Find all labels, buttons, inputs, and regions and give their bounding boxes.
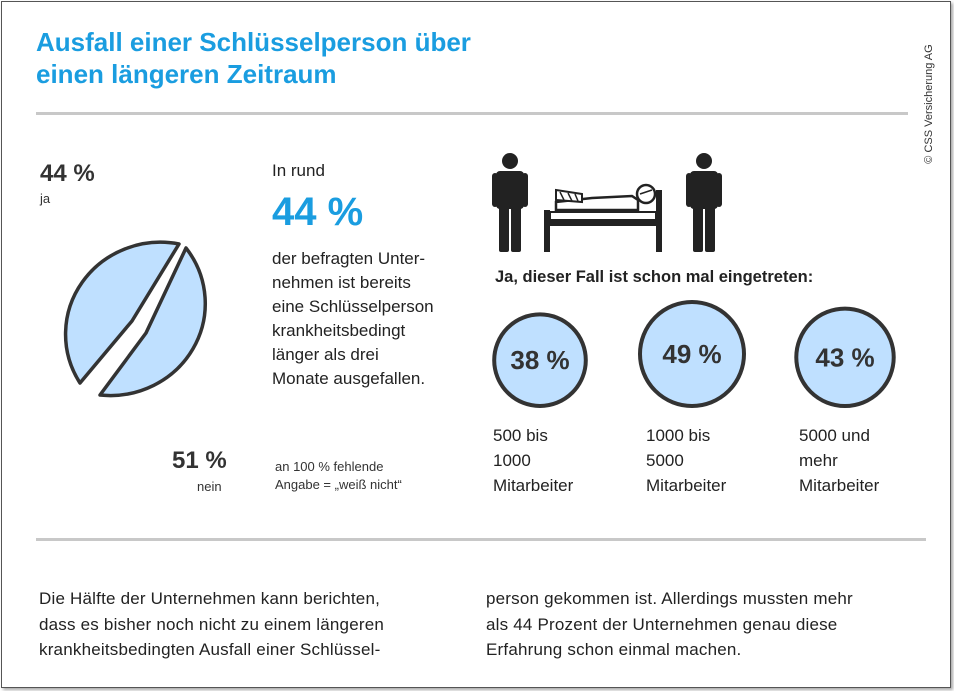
summary-line: nehmen ist bereits bbox=[272, 273, 411, 292]
value-circle bbox=[638, 300, 746, 408]
category-label-line: Mitarbeiter bbox=[646, 476, 727, 495]
value-circle-label: 38 % bbox=[510, 345, 569, 375]
category-label-line: 500 bis bbox=[493, 426, 548, 445]
category-label-line: Mitarbeiter bbox=[799, 476, 880, 495]
paragraph-line: person gekommen ist. Allerdings mussten … bbox=[486, 589, 853, 608]
value-circle-label: 49 % bbox=[662, 339, 721, 369]
copyright-text: © CSS Versicherung AG bbox=[923, 44, 935, 164]
footnote-line: an 100 % fehlende bbox=[275, 459, 384, 474]
page-title: Ausfall einer Schlüsselperson über einen… bbox=[36, 26, 556, 90]
paragraph-line: Erfahrung schon einmal machen. bbox=[486, 640, 742, 659]
summary-line: Monate ausgefallen. bbox=[272, 369, 426, 388]
paragraph-column-1: Die Hälfte der Unternehmen kann berichte… bbox=[39, 586, 459, 663]
right-heading: Ja, dieser Fall ist schon mal eingetrete… bbox=[495, 268, 814, 286]
pie-slice-nein bbox=[98, 246, 207, 398]
summary-lead: In rund bbox=[272, 161, 325, 180]
summary-line: der befragten Unter- bbox=[272, 249, 426, 268]
paragraph-column-2: person gekommen ist. Allerdings mussten … bbox=[486, 586, 916, 663]
title-line-1: Ausfall einer Schlüsselperson über bbox=[36, 27, 471, 57]
pie-no-percent: 51 % bbox=[172, 447, 227, 474]
category-label-line: 5000 und bbox=[799, 426, 870, 445]
title-line-2: einen längeren Zeitraum bbox=[36, 59, 337, 89]
summary-line: krankheitsbedingt bbox=[272, 321, 406, 340]
bottom-divider bbox=[36, 538, 926, 541]
category-label-line: 5000 bbox=[646, 451, 684, 470]
pie-slice-ja bbox=[63, 240, 181, 385]
pie-chart bbox=[63, 240, 207, 398]
summary-line: eine Schlüsselperson bbox=[272, 297, 434, 316]
summary-line: länger als drei bbox=[272, 345, 379, 364]
pie-yes-label: ja bbox=[40, 191, 51, 206]
footnote-line: Angabe = „weiß nicht“ bbox=[275, 477, 402, 492]
pie-no-label: nein bbox=[197, 479, 222, 494]
value-circle-label: 43 % bbox=[815, 342, 874, 372]
paragraph-line: dass es bisher noch nicht zu einem länge… bbox=[39, 614, 385, 634]
top-divider bbox=[36, 112, 908, 115]
category-label-line: 1000 bis bbox=[646, 426, 711, 445]
pie-yes-percent: 44 % bbox=[40, 160, 95, 187]
summary-big-percent: 44 % bbox=[272, 190, 364, 234]
category-label-line: Mitarbeiter bbox=[493, 476, 574, 495]
summary-text: der befragten Unter- nehmen ist bereits … bbox=[272, 247, 472, 391]
value-circle bbox=[492, 312, 588, 408]
circle-chart: 38 % 49 % 43 % bbox=[492, 300, 896, 408]
category-label-line: mehr bbox=[799, 451, 838, 470]
copyright-note: © CSS Versicherung AG bbox=[920, 24, 938, 184]
paragraph-line: krankheitsbedingten Ausfall einer Schlüs… bbox=[39, 640, 381, 659]
paragraph-line: als 44 Prozent der Unternehmen genau die… bbox=[486, 614, 838, 634]
person-icon bbox=[686, 153, 722, 252]
footnote: an 100 % fehlende Angabe = „weiß nicht“ bbox=[275, 458, 402, 494]
category-label-1: 500 bis 1000 Mitarbeiter bbox=[493, 423, 573, 498]
patient-in-bed-icon bbox=[544, 183, 662, 252]
category-label-2: 1000 bis 5000 Mitarbeiter bbox=[646, 423, 726, 498]
paragraph-line: Die Hälfte der Unternehmen kann berichte… bbox=[39, 589, 381, 608]
category-label-line: 1000 bbox=[493, 451, 531, 470]
person-icon bbox=[492, 153, 528, 252]
category-label-3: 5000 und mehr Mitarbeiter bbox=[799, 423, 879, 498]
value-circle bbox=[794, 306, 896, 408]
